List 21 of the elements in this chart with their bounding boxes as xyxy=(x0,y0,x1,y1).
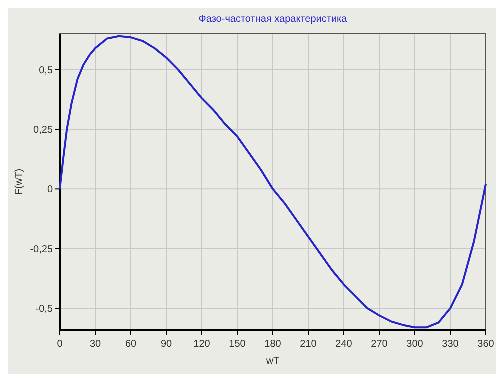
x-tick-label: 0 xyxy=(57,339,64,350)
y-tick-label: -0,5 xyxy=(36,304,54,316)
x-tick-label: 360 xyxy=(478,339,495,350)
y-tick-label: 0 xyxy=(47,184,54,196)
x-tick-label: 180 xyxy=(264,339,282,350)
x-tick-label: 150 xyxy=(229,339,246,350)
y-tick-label: 0,25 xyxy=(34,124,54,136)
y-tick-label: 0,5 xyxy=(39,65,54,76)
chart-title: Фазо-частотная характеристика xyxy=(198,14,348,25)
y-tick-label: -0,25 xyxy=(30,244,54,256)
x-tick-label: 210 xyxy=(300,339,318,350)
x-tick-label: 120 xyxy=(194,339,211,350)
x-tick-label: 300 xyxy=(406,339,424,350)
x-tick-label: 90 xyxy=(160,339,172,350)
x-tick-label: 330 xyxy=(442,339,460,350)
x-tick-label: 240 xyxy=(336,339,353,350)
x-tick-label: 270 xyxy=(371,339,388,350)
y-axis-title: F(wT) xyxy=(14,168,25,196)
x-axis-title: wT xyxy=(265,356,280,367)
x-tick-label: 60 xyxy=(125,339,137,350)
x-tick-label: 30 xyxy=(90,339,102,350)
